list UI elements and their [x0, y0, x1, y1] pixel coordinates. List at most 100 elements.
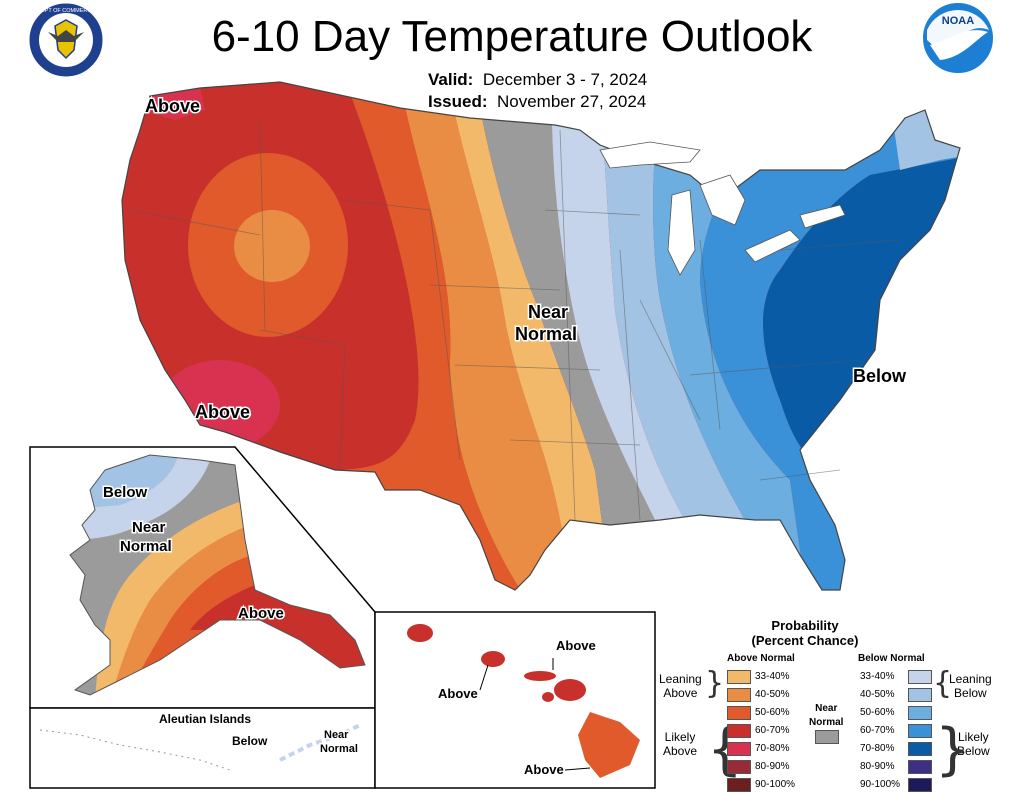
great-lakes — [599, 141, 846, 276]
leaning-above-33-40-region — [448, 82, 615, 590]
above-swatch-label-3: 50-60% — [755, 707, 790, 718]
above-swatch-5 — [727, 742, 751, 756]
likely-below-60-70-region — [700, 82, 960, 590]
below-swatch-6 — [908, 760, 932, 774]
legend-below-header: Below Normal — [858, 653, 925, 664]
above-northwest-label: Above — [145, 96, 200, 116]
below-swatch-label-2: 40-50% — [860, 689, 895, 700]
above-swatch-label-6: 80-90% — [755, 761, 790, 772]
state-boundaries — [129, 119, 901, 521]
leaning-above-brace: } — [705, 666, 725, 701]
page-title: 6-10 Day Temperature Outlook — [211, 12, 813, 61]
hawaiian-islands — [407, 624, 640, 778]
near-normal-line1: Near — [815, 703, 838, 714]
likely-below-line1: Likely — [958, 730, 989, 744]
leaning-above-line1: Leaning — [659, 672, 702, 686]
legend-above-header: Above Normal — [727, 653, 795, 664]
noaa-logo-text: NOAA — [942, 15, 974, 27]
legend-title: Probability (Percent Chance) — [655, 618, 955, 648]
above-swatch-label-4: 60-70% — [755, 725, 790, 736]
near-normal-region — [475, 82, 665, 590]
aleutians-title: Aleutian Islands — [159, 712, 251, 726]
leaning-above-group: Leaning Above — [659, 672, 702, 700]
leaning-below-33-40-region — [551, 82, 700, 590]
likely-above-line2: Above — [663, 744, 698, 758]
alaska-outline — [69, 454, 366, 696]
valid-date-line: Valid: December 3 - 7, 2024 — [428, 70, 647, 90]
issued-label: Issued: — [428, 92, 488, 111]
near-normal-group: Near Normal — [809, 702, 843, 730]
below-swatch-5 — [908, 742, 932, 756]
below-swatch-label-3: 50-60% — [860, 707, 895, 718]
seal-text: DEPT OF COMMERCE — [37, 8, 95, 14]
below-swatch-3 — [908, 706, 932, 720]
above-swatch-label-1: 33-40% — [755, 671, 790, 682]
issued-date-line: Issued: November 27, 2024 — [428, 92, 646, 112]
below-swatch-2 — [908, 688, 932, 702]
below-east-label: Below — [853, 366, 907, 386]
likely-below-group: Likely Below — [957, 730, 990, 758]
hawaii-above-label-1: Above — [556, 638, 596, 653]
below-swatch-label-5: 70-80% — [860, 743, 895, 754]
alaska-normal-label: Normal — [120, 538, 172, 555]
likely-below-line2: Below — [957, 744, 990, 758]
alaska-above-label: Above — [238, 605, 284, 622]
maui-island — [554, 679, 586, 701]
below-swatch-1 — [908, 670, 932, 684]
above-southwest-label: Above — [195, 402, 250, 422]
leaning-below-group: Leaning Below — [949, 672, 992, 700]
valid-date: December 3 - 7, 2024 — [482, 70, 648, 89]
leaning-below-line2: Below — [954, 686, 987, 700]
below-swatch-4 — [908, 724, 932, 738]
above-swatch-1 — [727, 670, 751, 684]
above-swatch-label-5: 70-80% — [755, 743, 790, 754]
valid-label: Valid: — [428, 70, 474, 89]
likely-below-brace: } — [935, 717, 971, 782]
near-normal-line2: Normal — [809, 717, 844, 728]
leaning-below-line1: Leaning — [949, 672, 992, 686]
hawaii-above-label-3: Above — [524, 762, 564, 777]
leaning-below-brace: { — [933, 666, 953, 701]
aleutians-below-label: Below — [232, 734, 268, 748]
aleutians-normal-label: Normal — [320, 743, 358, 755]
below-swatch-7 — [908, 778, 932, 792]
above-swatch-label-2: 40-50% — [755, 689, 790, 700]
aleutian-islands — [39, 723, 361, 771]
below-swatch-label-1: 33-40% — [860, 671, 895, 682]
near-normal-swatch — [815, 730, 839, 744]
hawaii-label-leaders — [479, 658, 591, 771]
hawaii-above-label-2: Above — [438, 686, 478, 701]
kauai-island — [407, 624, 433, 642]
probability-legend: Probability (Percent Chance) Above Norma… — [655, 612, 1015, 792]
above-swatch-2 — [727, 688, 751, 702]
likely-above-line1: Likely — [664, 730, 696, 744]
below-swatch-label-7: 90-100% — [860, 779, 901, 790]
likely-above-group: Likely Above — [663, 730, 697, 758]
alaska-below-label: Below — [103, 484, 148, 501]
aleutians-near-label: Near — [324, 729, 349, 741]
below-swatch-label-4: 60-70% — [860, 725, 895, 736]
conus-probability-regions — [122, 82, 960, 590]
legend-title-line1: Probability — [771, 618, 839, 633]
molokai-island — [524, 671, 556, 681]
near-normal-label-line2: Normal — [515, 324, 577, 344]
leaning-above-40-50-center — [234, 210, 310, 282]
near-normal-label-line1: Near — [528, 302, 568, 322]
lanai-island — [542, 692, 554, 702]
oahu-island — [481, 651, 505, 667]
alaska-near-label: Near — [132, 519, 166, 536]
issued-date: November 27, 2024 — [496, 92, 647, 111]
big-island — [578, 712, 640, 778]
leaning-above-40-50-region — [400, 82, 580, 590]
leaning-above-line2: Above — [663, 686, 698, 700]
alaska-leaning-below-33-40-region — [70, 455, 215, 540]
above-swatch-4 — [727, 724, 751, 738]
department-of-commerce-seal: DEPT OF COMMERCE — [29, 3, 103, 77]
likely-above-70-80-northwest-region — [150, 88, 205, 120]
above-swatch-6 — [727, 760, 751, 774]
legend-title-line2: (Percent Chance) — [751, 633, 859, 648]
noaa-logo: NOAA — [923, 3, 993, 73]
above-swatch-label-7: 90-100% — [755, 779, 796, 790]
below-swatch-label-6: 80-90% — [860, 761, 895, 772]
